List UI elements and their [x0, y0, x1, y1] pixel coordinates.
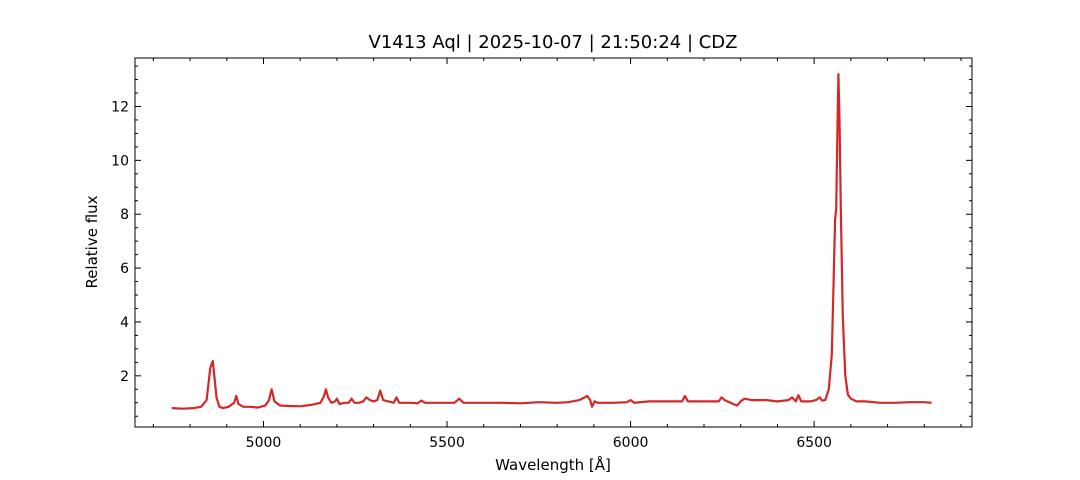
y-axis-label: Relative flux — [83, 195, 101, 288]
x-tick-label: 5500 — [429, 435, 465, 451]
y-tick-label: 10 — [111, 153, 129, 169]
plot-frame — [134, 57, 973, 428]
x-tick-label: 5000 — [246, 435, 282, 451]
plot-area — [171, 73, 932, 410]
x-tick-label: 6500 — [796, 435, 832, 451]
y-tick-label: 4 — [120, 315, 129, 331]
chart-title: V1413 Aql | 2025-10-07 | 21:50:24 | CDZ — [369, 32, 738, 53]
x-axis-label: Wavelength [Å] — [495, 455, 611, 474]
y-tick-label: 8 — [120, 207, 129, 223]
axis-ticks: 5000 5500 6000 6500 2 4 6 8 10 12 — [111, 58, 972, 451]
y-tick-label: 2 — [120, 369, 129, 385]
spectrum-line-0 — [171, 73, 932, 410]
y-tick-label: 12 — [111, 99, 129, 115]
y-tick-label: 6 — [120, 261, 129, 277]
x-tick-label: 6000 — [613, 435, 649, 451]
